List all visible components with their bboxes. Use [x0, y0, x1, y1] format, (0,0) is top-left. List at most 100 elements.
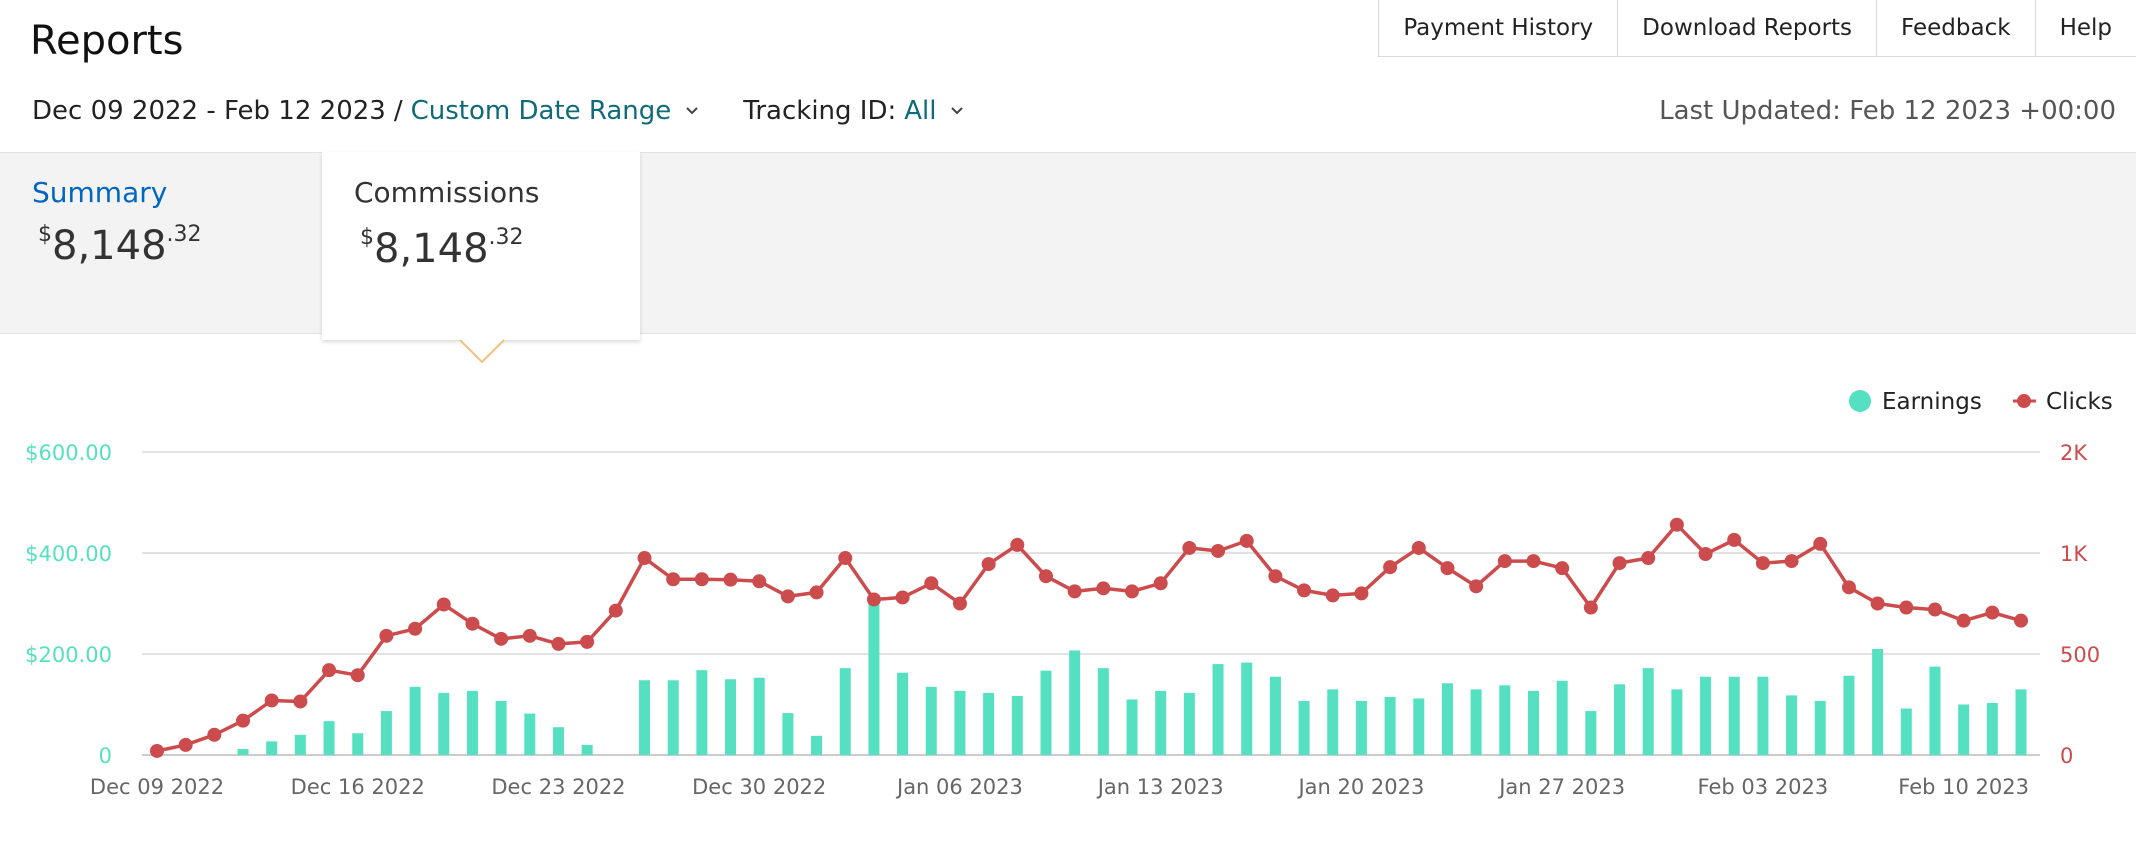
y-left-tick-label: 0 [99, 744, 112, 768]
earnings-bar [1614, 684, 1626, 755]
y-left-tick-label: $200.00 [25, 643, 112, 667]
y-right-tick-label: 2K [2060, 441, 2088, 465]
y-right-tick-label: 500 [2060, 643, 2100, 667]
clicks-point [1956, 613, 1971, 628]
clicks-point [1411, 540, 1426, 555]
clicks-point [637, 551, 652, 566]
clicks-point [551, 636, 566, 651]
summary-amount: $8,148.32 [38, 221, 202, 269]
earnings-bar [1642, 668, 1654, 755]
earnings-bar [1413, 698, 1425, 755]
x-tick-label: Jan 13 2023 [1096, 775, 1224, 799]
commissions-tab[interactable]: Commissions $8,148.32 [322, 152, 640, 340]
earnings-bar [409, 686, 421, 755]
x-tick-label: Jan 27 2023 [1497, 775, 1625, 799]
clicks-point [752, 574, 767, 589]
summary-label[interactable]: Summary [32, 176, 168, 209]
help-button[interactable]: Help [2059, 15, 2112, 41]
x-tick-label: Dec 09 2022 [90, 775, 224, 799]
clicks-point [1899, 600, 1914, 615]
y-right-tick-label: 1K [2060, 542, 2088, 566]
earnings-bar [2015, 689, 2027, 755]
y-left-tick-label: $400.00 [25, 542, 112, 566]
summary-amount-cents: .32 [166, 221, 202, 247]
earnings-bar [581, 744, 593, 755]
earnings-bar [1298, 700, 1310, 755]
earnings-bar [1183, 692, 1195, 755]
tracking-id-dropdown[interactable]: All [904, 96, 937, 126]
earnings-bar [753, 677, 765, 755]
clicks-point [1182, 540, 1197, 555]
earnings-bar [524, 713, 536, 755]
earnings-bar [639, 680, 651, 755]
earnings-bar [1441, 683, 1453, 755]
earnings-bar [1786, 695, 1798, 755]
summary-tab[interactable]: Summary $8,148.32 [32, 176, 202, 269]
clicks-point [1440, 561, 1455, 576]
clicks-point [1612, 556, 1627, 571]
earnings-bar [667, 680, 679, 755]
commissions-amount-whole: 8,148 [374, 226, 489, 272]
date-range-dropdown[interactable]: Custom Date Range [410, 96, 672, 126]
earnings-clicks-chart: 0 0 $200.00 500 $400.00 1K $600.00 2K Dec 09 202… [25, 389, 2113, 799]
report-filters: Dec 09 2022 - Feb 12 2023 / Custom Date … [32, 96, 1008, 126]
chevron-down-icon[interactable] [685, 106, 699, 116]
clicks-point [1038, 569, 1053, 584]
earnings-bar [552, 727, 564, 755]
clicks-point [608, 603, 623, 618]
earnings-bar [1269, 676, 1281, 755]
clicks-point [1125, 584, 1140, 599]
commissions-amount: $8,148.32 [360, 224, 524, 272]
earnings-bar [1470, 689, 1482, 755]
clicks-point [1526, 554, 1541, 569]
x-tick-label: Dec 23 2022 [491, 775, 625, 799]
summary-band [0, 152, 2136, 334]
legend-clicks-label: Clicks [2046, 389, 2113, 415]
earnings-bar [1986, 702, 1998, 755]
payment-history-button[interactable]: Payment History [1379, 0, 1619, 56]
legend-clicks-swatch [2017, 394, 2031, 408]
earnings-bar [1958, 704, 1970, 755]
clicks-point [1153, 576, 1168, 591]
clicks-point [293, 694, 308, 709]
chevron-down-icon[interactable] [950, 106, 964, 116]
download-reports-button[interactable]: Download Reports [1618, 0, 1878, 56]
earnings-bar [1700, 676, 1712, 755]
clicks-point [580, 634, 595, 649]
top-navigation: Payment History Download Reports Feedbac… [1378, 0, 2136, 57]
feedback-button[interactable]: Feedback [1877, 0, 2036, 56]
clicks-point [1010, 537, 1025, 552]
clicks-point [2014, 613, 2028, 628]
earnings-bar [1040, 670, 1052, 755]
earnings-bar [1728, 676, 1740, 755]
earnings-bar [1499, 685, 1511, 755]
clicks-point [809, 585, 824, 600]
earnings-bar [1355, 700, 1367, 755]
earnings-bar [1929, 666, 1941, 755]
earnings-bar [1069, 650, 1081, 755]
clicks-point [436, 597, 451, 612]
earnings-bar [266, 741, 278, 755]
earnings-bar [925, 686, 937, 755]
x-tick-label: Feb 03 2023 [1698, 775, 1829, 799]
clicks-point [1268, 569, 1283, 584]
clicks-line [156, 522, 2022, 753]
commissions-currency: $ [360, 224, 374, 250]
active-tab-pointer-icon [459, 339, 505, 364]
clicks-point [379, 628, 394, 643]
clicks-point [1297, 583, 1312, 598]
clicks-point [522, 628, 537, 643]
clicks-point [1927, 602, 1942, 617]
x-tick-label: Jan 06 2023 [895, 775, 1023, 799]
clicks-point [1067, 584, 1082, 599]
earnings-bar [1212, 664, 1224, 755]
earnings-bar [323, 721, 335, 755]
earnings-bar [1097, 668, 1109, 755]
clicks-point [780, 589, 795, 604]
earnings-bar [1126, 699, 1138, 755]
commissions-label: Commissions [354, 176, 540, 209]
clicks-point [1469, 579, 1484, 594]
clicks-point [1239, 533, 1254, 548]
clicks-point [1555, 561, 1570, 576]
clicks-point [1698, 547, 1713, 562]
